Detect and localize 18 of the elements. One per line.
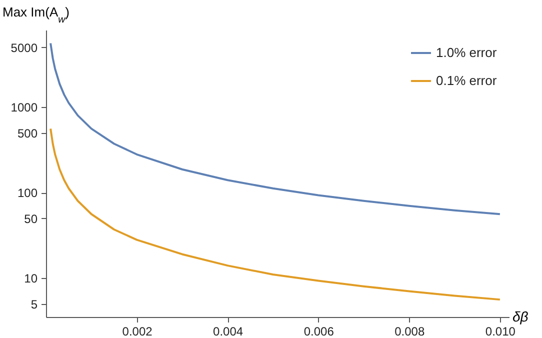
y-tick-label: 50 xyxy=(24,212,38,226)
y-axis-title: Max Im(A$_{w}$) xyxy=(2,4,70,25)
legend-label: 1.0% error xyxy=(436,45,498,60)
legend-label: 0.1% error xyxy=(436,73,498,88)
x-tick-label: 0.006 xyxy=(304,324,334,338)
y-tick-label: 5 xyxy=(30,297,38,312)
line-series xyxy=(50,42,501,216)
y-tick-label: 100 xyxy=(17,186,38,200)
y-tick-label: 500 xyxy=(17,126,38,140)
x-axis-title: δβ xyxy=(512,308,528,324)
x-tick-label: 0.002 xyxy=(122,324,153,338)
x-tick-label: 0.008 xyxy=(394,324,425,338)
y-tick-label: 5000 xyxy=(10,40,38,55)
x-tick-label: 0.004 xyxy=(213,324,244,338)
y-tick-label: 1000 xyxy=(10,100,38,115)
line-series xyxy=(50,128,501,301)
x-tick-label: 0.010 xyxy=(485,324,516,338)
y-tick-label: 10 xyxy=(24,272,38,286)
